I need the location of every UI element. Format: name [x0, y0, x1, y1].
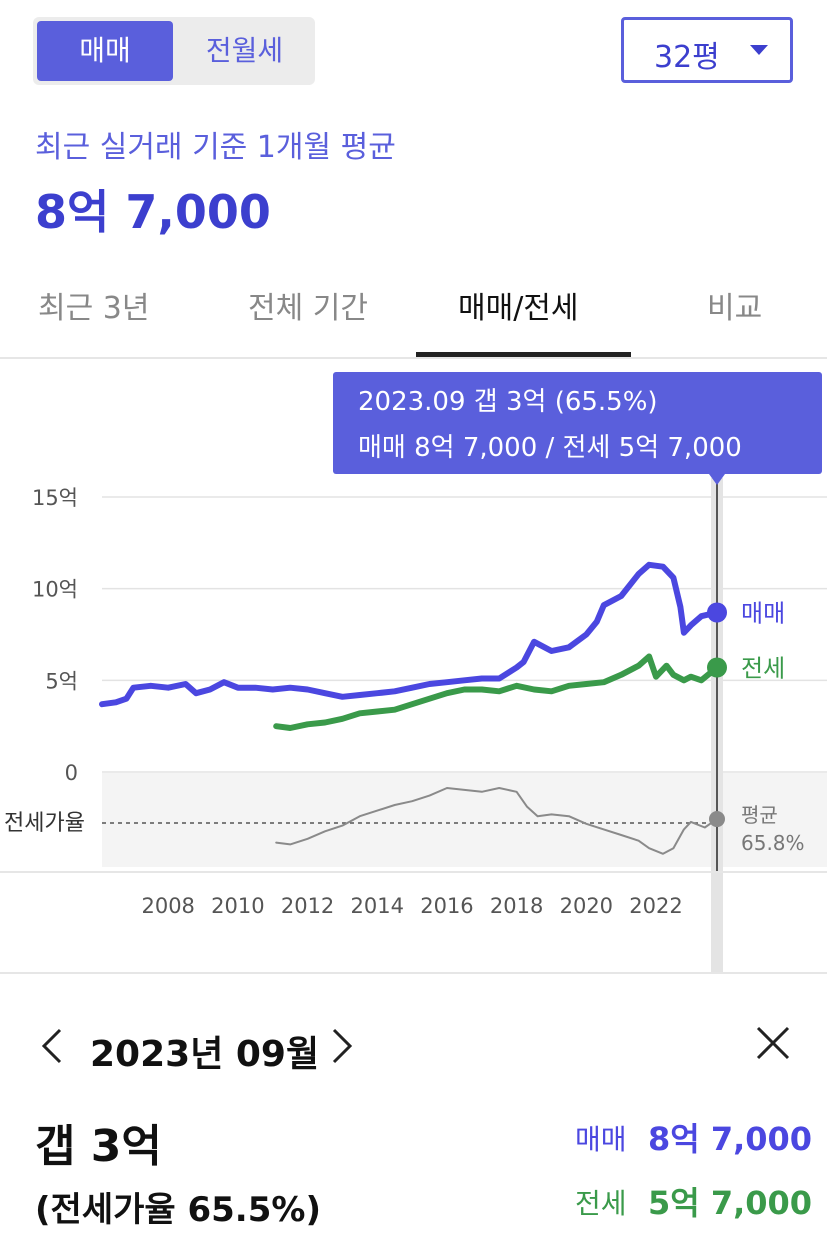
y-tick-label: 10억: [32, 578, 78, 602]
jeonse-ratio: (전세가율 65.5%): [35, 1190, 321, 1230]
sale-label: 매매: [575, 1123, 627, 1156]
price-caption: 최근 실거래 기준 1개월 평균: [35, 130, 396, 165]
ratio-avg-label: 평균: [741, 803, 778, 827]
tab-sale-jeonse[interactable]: 매매/전세: [458, 291, 579, 326]
tab-divider: [0, 357, 827, 359]
average-price: 8억 7,000: [35, 185, 271, 239]
tooltip-box: [333, 372, 822, 474]
tooltip-line-1: 2023.09 갭 3억 (65.5%): [358, 387, 658, 417]
tab-rent[interactable]: 전월세: [205, 34, 284, 67]
x-tick-label: 2012: [281, 894, 334, 918]
tab-recent-3y[interactable]: 최근 3년: [38, 291, 150, 326]
size-select[interactable]: 32평: [621, 17, 793, 83]
x-axis-ticks: 2008 2010 2012 2014 2016 2018 2020 2022: [141, 894, 682, 918]
jeonse-label: 전세: [575, 1187, 627, 1220]
series-end-point: [707, 657, 727, 678]
y-tick-label: 5억: [45, 669, 78, 693]
prev-month-button[interactable]: [38, 1026, 68, 1066]
series-line: [99, 561, 720, 708]
size-select-value: 32평: [654, 40, 720, 75]
selected-month: 2023년 09월: [90, 1034, 320, 1075]
tooltip-line-2: 매매 8억 7,000 / 전세 5억 7,000: [358, 433, 742, 463]
trade-type-toggle: 매매 전월세: [33, 17, 315, 85]
ratio-avg-value: 65.8%: [741, 831, 805, 855]
chevron-left-icon: [41, 1028, 62, 1064]
chevron-right-icon: [332, 1028, 353, 1064]
x-tick-label: 2010: [211, 894, 264, 918]
next-month-button[interactable]: [326, 1026, 356, 1066]
y-axis-ticks: 15억 10억 5억 0: [32, 486, 78, 785]
x-tick-label: 2022: [629, 894, 682, 918]
series-line: [275, 787, 718, 855]
ratio-band: [102, 773, 827, 867]
sale-value: 8억 7,000: [648, 1120, 813, 1158]
y-tick-label: 15억: [32, 486, 78, 510]
tab-all-period[interactable]: 전체 기간: [248, 291, 368, 326]
x-tick-label: 2018: [490, 894, 543, 918]
jeonse-value: 5억 7,000: [648, 1184, 813, 1222]
x-tick-label: 2020: [560, 894, 613, 918]
ratio-band-label: 전세가율: [4, 811, 85, 836]
detail-divider: [0, 972, 827, 974]
active-tab-indicator: [416, 352, 631, 357]
x-tick-label: 2016: [420, 894, 473, 918]
series-end-label: 매매: [741, 600, 785, 628]
y-tick-label: 0: [65, 761, 78, 785]
tab-compare[interactable]: 비교: [707, 291, 763, 326]
close-button[interactable]: [753, 1023, 793, 1063]
series-end-point: [707, 602, 727, 623]
chevron-down-icon: [750, 45, 768, 55]
chart-series: [99, 561, 727, 855]
series-end-label: 전세: [741, 655, 785, 683]
tab-sale[interactable]: 매매: [37, 21, 173, 81]
tooltip: 2023.09 갭 3억 (65.5%) 매매 8억 7,000 / 전세 5억…: [333, 372, 822, 485]
tooltip-pointer: [709, 474, 725, 485]
series-line: [273, 653, 720, 731]
gap-amount: 갭 3억: [35, 1121, 162, 1172]
series-end-point: [709, 811, 725, 828]
close-icon: [756, 1026, 790, 1060]
x-tick-label: 2014: [351, 894, 404, 918]
x-tick-label: 2008: [141, 894, 194, 918]
